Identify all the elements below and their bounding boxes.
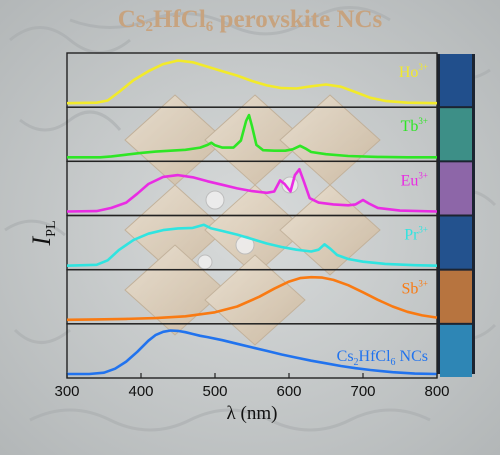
series-line-5 (67, 329, 438, 376)
panel-frame-4 (66, 268, 438, 325)
swatch-2 (440, 162, 472, 215)
x-tick-label: 600 (276, 383, 301, 400)
series-label-3: Pr3+ (404, 225, 428, 244)
x-tick-label: 400 (128, 383, 153, 400)
panel-frame-1 (66, 106, 438, 163)
swatch-4 (440, 270, 472, 323)
series-line-0 (66, 59, 438, 105)
panel-4: Sb3+ (66, 268, 438, 325)
panel-2: Eu3+ (66, 160, 438, 217)
swatch-1 (440, 108, 472, 161)
series-label-5: Cs2HfCl6 NCs (337, 348, 428, 368)
series-line-2 (66, 168, 438, 213)
panel-3: Pr3+ (66, 214, 438, 271)
panel-0: Ho3+ (66, 52, 438, 108)
series-line-1 (67, 113, 437, 159)
x-tick-label: 700 (350, 383, 375, 400)
series-label-1: Tb3+ (401, 116, 428, 135)
series-label-0: Ho3+ (399, 62, 428, 81)
x-tick-label: 800 (424, 383, 449, 400)
swatch-5 (440, 324, 472, 377)
panel-5: Cs2HfCl6 NCs (66, 323, 438, 379)
x-tick-label: 500 (202, 383, 227, 400)
chart-title: Cs2HfCl6 perovskite NCs (117, 6, 383, 35)
series-label-4: Sb3+ (402, 279, 428, 298)
series-label-2: Eu3+ (401, 170, 428, 189)
series-line-4 (66, 275, 438, 322)
x-axis: 300 400 500 600 700 800 (54, 373, 450, 400)
swatch-3 (440, 216, 472, 269)
series-line-3 (66, 223, 438, 267)
panel-frame-3 (66, 214, 438, 271)
y-axis-label: IPL (27, 220, 59, 246)
x-tick-label: 300 (54, 383, 79, 400)
panel-1: Tb3+ (66, 106, 438, 163)
color-swatch-strip (440, 54, 472, 377)
x-axis-label: λ (nm) (227, 403, 278, 424)
panel-frame-5 (66, 323, 438, 379)
swatch-0 (440, 54, 472, 107)
